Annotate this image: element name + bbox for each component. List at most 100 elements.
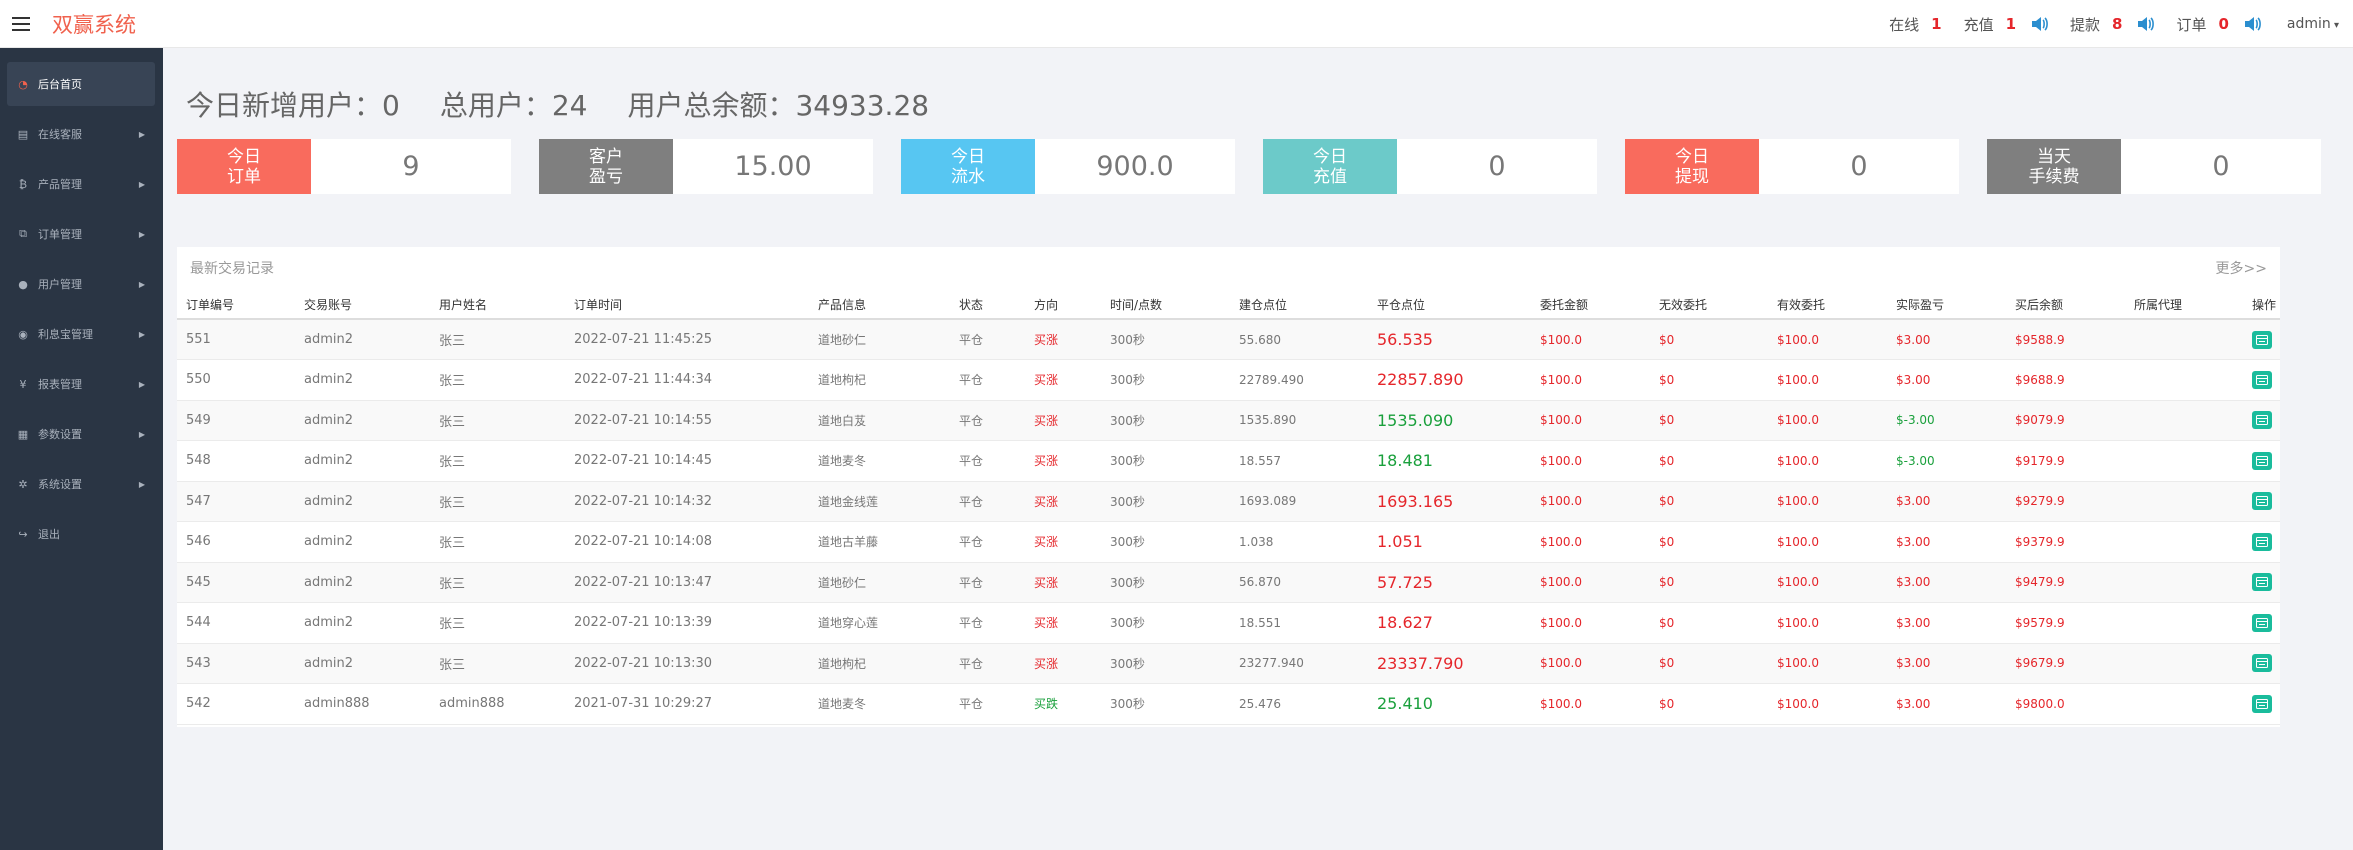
view-detail-button[interactable] [2252,654,2272,673]
invalid-amount-cell: $0 [1650,562,1768,603]
stat-card-value: 900.0 [1035,139,1235,194]
user-name-cell: 张三 [430,602,565,644]
stat-card-value: 0 [1759,139,1959,194]
stat-count: 1 [2005,15,2017,33]
sidebar-item[interactable]: ✲ 系统设置 ▶ [7,462,155,506]
header-stat[interactable]: 充值 1 [1964,14,2048,35]
stat-card-label-line: 今日 [1313,146,1347,167]
close-price-cell: 18.481 [1368,440,1531,482]
caret-right-icon: ▶ [138,329,145,339]
stat-card-label-line: 提现 [1675,166,1709,187]
speaker-icon[interactable] [2243,16,2261,32]
sidebar-item[interactable]: ↪ 退出 [7,512,155,556]
sidebar-item-label: 参数设置 [38,428,82,441]
stat-card-label-line: 今日 [951,146,985,167]
status-cell: 平仓 [950,440,1025,482]
stat-card-label: 今日 流水 [901,139,1035,194]
view-detail-button[interactable] [2252,532,2272,551]
order-time-cell: 2021-07-31 10:29:27 [565,683,809,725]
header-stat[interactable]: 订单 0 [2176,14,2261,35]
order-id-cell: 549 [177,400,295,441]
summary-line: 今日新增用户：0 总用户：24 用户总余额：34933.28 [186,84,969,124]
agent-cell [2125,319,2243,360]
sidebar-item[interactable]: ₿ 产品管理 ▶ [7,162,155,206]
stat-label: 充值 [1963,15,1994,34]
agent-cell [2125,359,2243,401]
actions-cell [2243,683,2280,725]
speaker-icon[interactable] [2136,16,2155,32]
account-cell: admin2 [295,481,430,522]
profit-cell: $3.00 [1887,602,2006,644]
sign-out-icon: ↪ [18,527,28,541]
valid-amount-cell: $100.0 [1768,562,1887,603]
order-time-cell: 2022-07-21 10:14:32 [565,481,809,522]
sidebar-item[interactable]: ◔ 后台首页 [7,62,155,106]
stat-card-label-line: 充值 [1313,166,1347,187]
table-row: 542 admin888 admin888 2021-07-31 10:29:27 道地… [177,683,2280,725]
view-detail-button[interactable] [2252,492,2272,511]
view-detail-button[interactable] [2252,330,2272,349]
sidebar-item[interactable]: ▦ 参数设置 ▶ [7,412,155,456]
account-cell: admin2 [295,319,430,360]
order-time-cell: 2022-07-21 10:14:55 [565,400,809,441]
view-detail-button[interactable] [2252,370,2272,389]
stat-label: 在线 [1889,15,1920,34]
user-menu[interactable]: admin [2287,16,2339,32]
column-header: 所属代理 [2125,291,2243,320]
header-stat[interactable]: 提款 8 [2070,14,2155,35]
view-detail-button[interactable] [2252,613,2272,632]
open-price-cell: 56.870 [1230,562,1368,603]
product-cell: 道地白芨 [809,400,950,441]
valid-amount-cell: $100.0 [1768,521,1887,563]
profit-cell: $3.00 [1887,481,2006,522]
files-icon: ▦ [17,427,29,441]
view-detail-button[interactable] [2252,411,2272,430]
view-detail-button[interactable] [2252,694,2272,713]
user-name-cell: 张三 [430,562,565,603]
total-balance-summary: 用户总余额：34933.28 [627,89,930,122]
stat-card-label: 今日 充值 [1263,139,1397,194]
sidebar-item[interactable]: ● 用户管理 ▶ [7,262,155,306]
top-header: 双赢系统 在线 1 充值 1 提款 8 订单 0 admin [0,0,2353,48]
stat-count: 1 [1931,15,1942,33]
product-cell: 道地枸杞 [809,359,950,401]
order-time-cell: 2022-07-21 10:14:45 [565,440,809,482]
actions-cell [2243,481,2280,522]
more-link[interactable]: 更多>> [2215,261,2267,277]
sidebar-item[interactable]: ¥ 报表管理 ▶ [7,362,155,406]
column-header: 委托金额 [1531,291,1650,320]
caret-right-icon: ▶ [138,279,145,289]
open-price-cell: 18.551 [1230,602,1368,644]
sidebar-item[interactable]: ⧉ 订单管理 ▶ [7,212,155,256]
sidebar-item[interactable]: ▤ 在线客服 ▶ [7,112,155,156]
balance-cell: $9279.9 [2006,481,2125,522]
status-cell: 平仓 [950,481,1025,522]
invalid-amount-cell: $0 [1650,481,1768,522]
header-stat[interactable]: 在线 1 [1889,14,1941,35]
view-detail-button[interactable] [2252,573,2272,592]
sidebar-item[interactable]: ◉ 利息宝管理 ▶ [7,312,155,356]
actions-cell [2243,562,2280,603]
profit-cell: $3.00 [1887,562,2006,603]
agent-cell [2125,400,2243,441]
sidebar-item-label: 产品管理 [38,178,82,191]
column-header: 建仓点位 [1230,291,1368,320]
table-row: 546 admin2 张三 2022-07-21 10:14:08 道地古羊藤 平仓 买涨 3… [177,521,2280,563]
order-id-cell: 545 [177,562,295,603]
stat-card: 今日 订单 9 [177,139,511,194]
user-icon: ● [18,277,28,291]
product-cell: 道地麦冬 [809,440,950,482]
actions-cell [2243,521,2280,563]
speaker-icon[interactable] [2030,16,2048,32]
bitcoin-icon: ₿ [18,177,28,191]
status-cell: 平仓 [950,521,1025,563]
header-stats: 在线 1 充值 1 提款 8 订单 0 admin [1867,0,2339,48]
close-price-cell: 18.627 [1368,602,1531,644]
agent-cell [2125,440,2243,482]
profit-cell: $3.00 [1887,359,2006,401]
menu-toggle-icon[interactable] [12,16,30,31]
view-detail-button[interactable] [2252,451,2272,470]
account-cell: admin2 [295,562,430,603]
sidebar-item-label: 订单管理 [38,228,82,241]
balance-cell: $9379.9 [2006,521,2125,563]
